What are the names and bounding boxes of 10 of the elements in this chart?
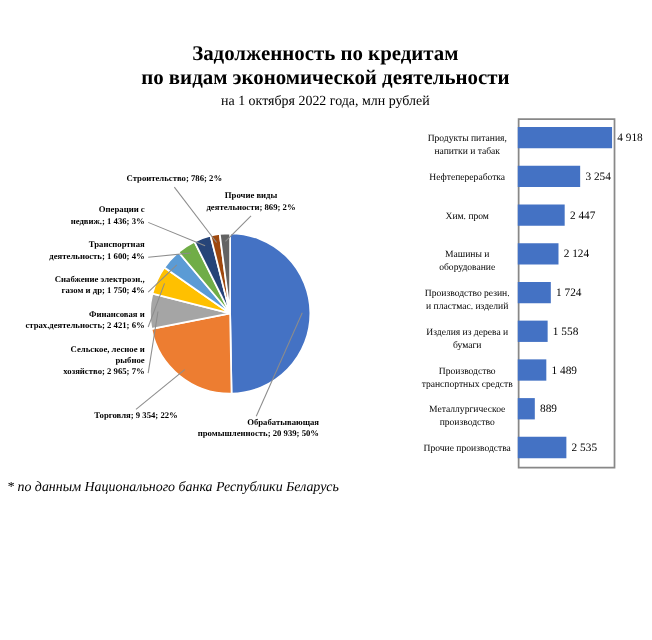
chart-title: Задолженность по кредитам по видам экономической деятельности (141, 43, 510, 91)
bar (517, 359, 547, 381)
bar (517, 398, 535, 420)
bar (517, 320, 548, 342)
bar (517, 436, 567, 459)
bar (517, 243, 559, 265)
bar (517, 281, 551, 304)
bar (517, 126, 613, 149)
bar (517, 165, 581, 187)
bar (517, 204, 565, 226)
